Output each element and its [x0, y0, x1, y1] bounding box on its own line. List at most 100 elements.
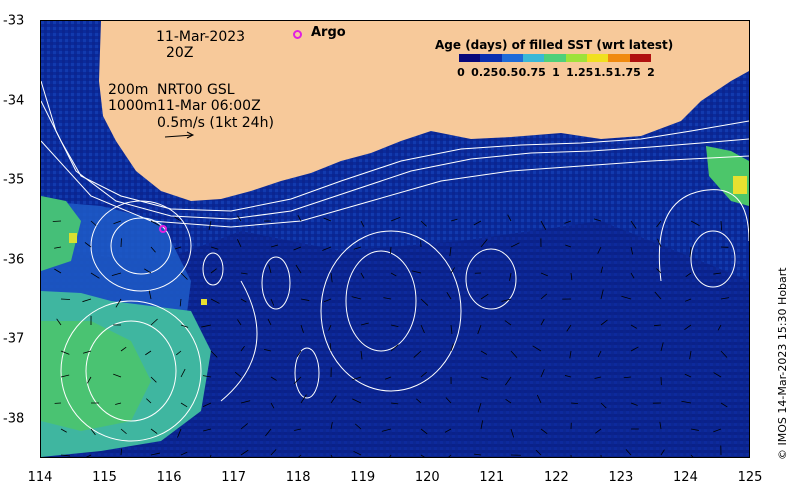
current-vector [150, 246, 156, 253]
current-vector [600, 266, 604, 274]
legend-color-swatch [522, 54, 545, 62]
current-vector [390, 216, 401, 222]
current-vector [202, 375, 212, 378]
current-vector [237, 215, 242, 222]
sst-age-map [41, 21, 749, 457]
current-vector [630, 402, 638, 406]
current-vector [60, 350, 70, 355]
current-vector [270, 402, 275, 409]
current-vector [717, 324, 722, 331]
current-vector [413, 350, 422, 358]
current-vector [720, 350, 728, 358]
current-vector [54, 268, 62, 274]
current-vector [689, 350, 692, 360]
current-vector [681, 400, 692, 404]
current-vector [684, 324, 692, 330]
current-vector [660, 342, 664, 352]
legend-color-swatch [480, 54, 502, 62]
current-vector [564, 375, 572, 378]
current-vector [474, 453, 482, 456]
depth-label: 200m [108, 82, 149, 98]
current-vector [595, 428, 602, 434]
eddy-contour [202, 252, 224, 286]
current-vector [237, 239, 242, 248]
current-vector [594, 376, 602, 379]
current-vector [84, 242, 92, 248]
current-vector [60, 454, 71, 457]
current-vector [240, 449, 249, 456]
current-vector [240, 298, 247, 303]
legend-label: 1.75 [613, 66, 641, 79]
current-vector [353, 246, 362, 250]
current-vector [180, 272, 188, 280]
current-vector [621, 295, 632, 300]
current-vector [477, 402, 482, 413]
current-vector [570, 402, 578, 404]
x-tick-label: 116 [156, 470, 182, 485]
current-vector [56, 318, 62, 326]
map-plot-area[interactable] [40, 20, 750, 458]
current-vector [323, 217, 332, 222]
current-vector [690, 220, 700, 227]
current-vector [505, 376, 512, 386]
current-vector [115, 298, 122, 308]
current-vector [179, 298, 182, 307]
current-vector [150, 318, 158, 326]
current-vector [296, 350, 302, 357]
current-vector [240, 272, 248, 275]
source-label: NRT00 GSL [157, 82, 235, 98]
current-vector [420, 324, 425, 334]
legend-colorbar [459, 54, 651, 62]
current-vector [630, 272, 635, 279]
current-vector [477, 324, 482, 335]
current-vector [713, 272, 722, 275]
current-vector [689, 246, 692, 257]
current-vector [113, 373, 122, 378]
current-vector [600, 319, 608, 326]
current-vector [420, 371, 427, 378]
current-vector [295, 264, 302, 274]
eddy-contour [90, 200, 192, 292]
current-vector [510, 242, 520, 248]
current-vector [351, 376, 362, 381]
current-vector [360, 220, 365, 227]
current-vector [445, 397, 452, 404]
current-vector [148, 290, 152, 300]
current-vector [270, 449, 277, 456]
current-vector [654, 291, 662, 300]
current-vector [540, 369, 545, 378]
current-vector [449, 246, 452, 257]
x-tick-label: 115 [92, 470, 117, 485]
current-vector [504, 320, 512, 326]
current-vector [86, 376, 92, 384]
current-vector [450, 218, 458, 222]
contour-200m [41, 100, 749, 212]
eddy-contour [220, 280, 258, 402]
argo-legend-label: Argo [311, 25, 346, 40]
legend-color-swatch [501, 54, 523, 62]
current-vector [713, 372, 722, 378]
vector-scale-label: 0.5m/s (1kt 24h) [157, 115, 274, 131]
x-tick-label: 121 [479, 470, 505, 485]
x-tick-label: 114 [27, 470, 53, 485]
eddy-contour [261, 256, 291, 310]
current-vector [660, 449, 665, 456]
current-vector [389, 454, 392, 457]
legend-label: 1.25 [566, 66, 594, 79]
current-vector [540, 318, 545, 326]
current-vector [353, 450, 362, 456]
current-vector [354, 423, 362, 430]
current-vector [540, 272, 548, 277]
current-vector [450, 267, 455, 274]
current-vector [657, 238, 662, 248]
current-vector [444, 428, 452, 433]
legend-label: 1 [552, 66, 560, 79]
current-vector [90, 272, 100, 279]
current-vector [300, 324, 304, 333]
current-vector [300, 394, 307, 404]
current-vector [684, 373, 692, 378]
current-vector [323, 298, 332, 303]
current-vector [322, 246, 332, 251]
legend-label: 0 [457, 66, 465, 79]
current-vector [540, 428, 548, 435]
